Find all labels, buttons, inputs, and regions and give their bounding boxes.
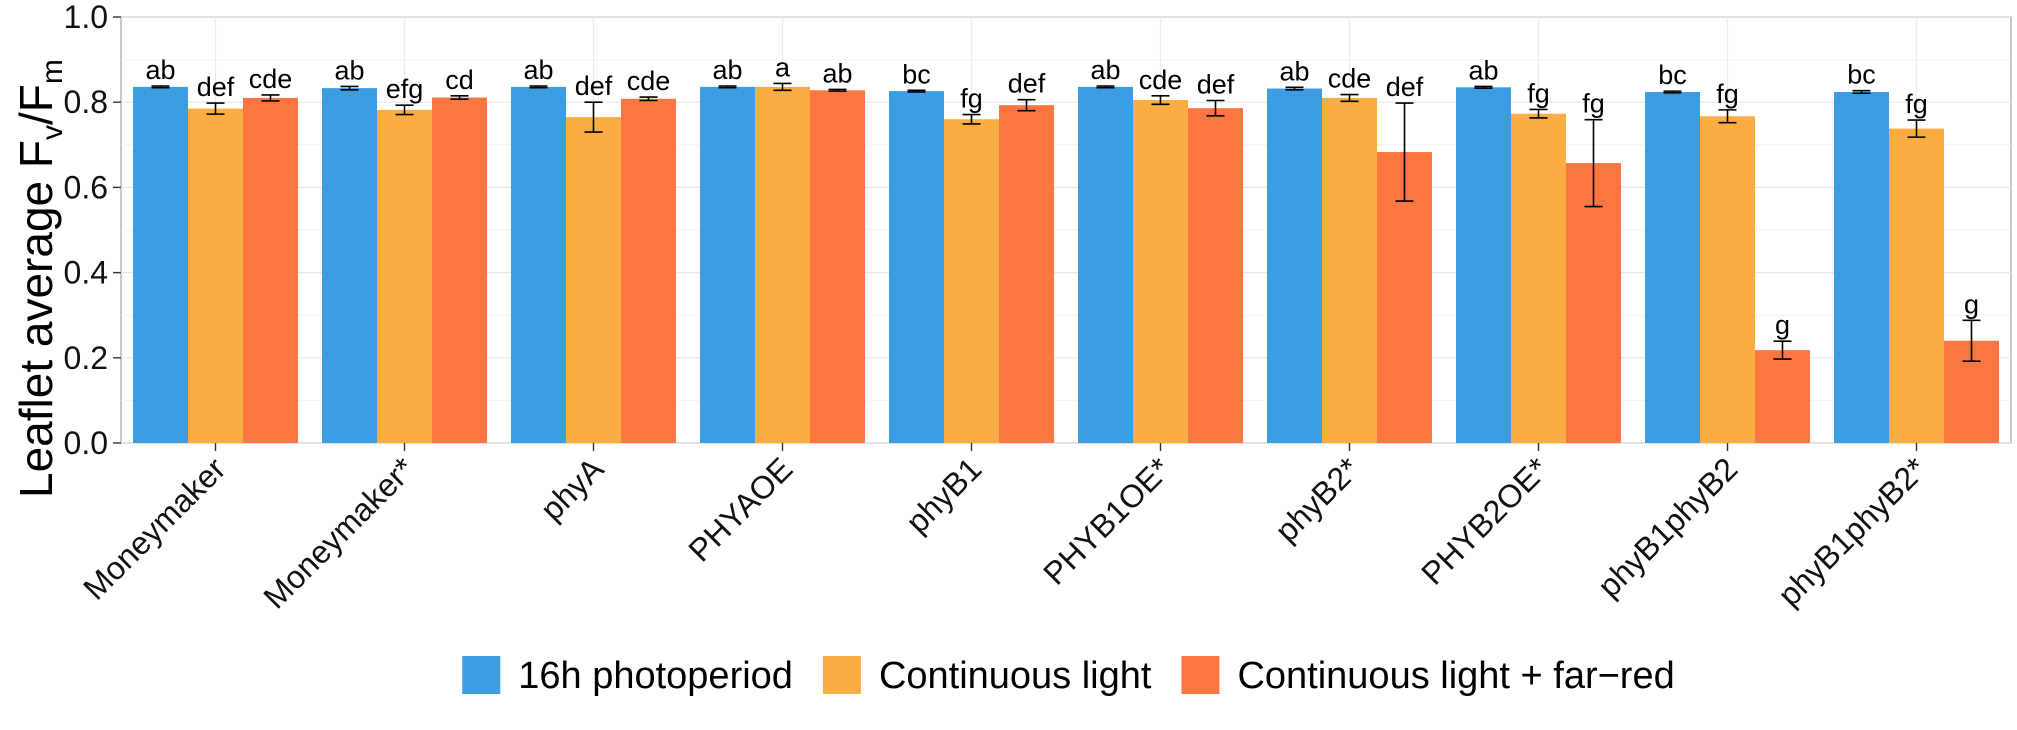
significance-label: bc <box>1658 60 1687 90</box>
bar <box>1133 100 1188 443</box>
y-tick-label: 0.8 <box>64 84 108 120</box>
bar <box>1322 97 1377 443</box>
y-axis-label-prefix: Leaflet average <box>10 168 62 498</box>
significance-label: ab <box>712 55 742 85</box>
legend: 16h photoperiod Continuous light Continuou… <box>462 655 1675 697</box>
significance-label: fg <box>1527 78 1550 108</box>
x-tick-label: Moneymaker* <box>256 450 421 615</box>
bar <box>1645 91 1700 443</box>
significance-label: efg <box>386 74 424 104</box>
bar <box>1700 116 1755 444</box>
legend-swatch <box>462 656 501 694</box>
significance-label: fg <box>1582 89 1605 119</box>
significance-label: g <box>1775 310 1790 340</box>
bar <box>566 117 621 444</box>
legend-label: 16h photoperiod <box>518 655 793 697</box>
bar <box>621 98 676 444</box>
x-tick-label: PHYB1OE* <box>1036 450 1177 591</box>
y-tick-label: 0.0 <box>64 425 108 461</box>
bar <box>1456 87 1511 443</box>
y-axis-label-fm-sub: m <box>36 59 69 84</box>
y-axis: 0.0 0.2 0.4 0.6 0.8 1.0 <box>64 0 121 461</box>
bar <box>944 119 999 444</box>
significance-label: cde <box>249 64 293 94</box>
x-tick-label: phyA <box>533 450 610 527</box>
error-bars <box>151 82 1981 363</box>
significance-label: cde <box>1328 64 1372 94</box>
y-tick-label: 1.0 <box>64 0 108 35</box>
y-tick-label: 0.6 <box>64 169 108 205</box>
significance-label: ab <box>822 58 852 88</box>
x-tick-label: phyB1phyB2 <box>1591 450 1745 604</box>
bar <box>700 86 755 443</box>
bar <box>810 90 865 443</box>
significance-label: cde <box>1139 65 1183 95</box>
x-tick-label: phyB2* <box>1268 450 1366 548</box>
x-tick-label: PHYB2OE* <box>1414 450 1555 591</box>
significance-label: fg <box>960 84 983 114</box>
significance-label: a <box>775 52 791 82</box>
significance-label: ab <box>334 55 364 85</box>
significance-label: ab <box>1279 56 1309 86</box>
y-axis-label-fm: F <box>10 84 62 112</box>
significance-label: g <box>1964 289 1979 319</box>
y-axis-label-fv-sub: v <box>36 125 69 140</box>
bar <box>1889 128 1944 443</box>
bar <box>322 88 377 443</box>
significance-label: def <box>1386 72 1424 102</box>
significance-label: def <box>1008 69 1046 99</box>
y-axis-label-slash: / <box>10 112 62 125</box>
x-tick-label: phyB1 <box>899 450 989 540</box>
x-tick-label: Moneymaker <box>76 450 232 606</box>
significance-label: bc <box>902 59 931 89</box>
y-tick-label: 0.4 <box>64 255 108 291</box>
significance-labels: ab ab ab ab bc ab ab ab bc bc def efg def a fg cde cde fg… <box>145 52 1979 340</box>
significance-label: def <box>1197 69 1235 99</box>
significance-label: ab <box>1090 55 1120 85</box>
legend-swatch <box>1181 656 1220 694</box>
bar <box>1188 108 1243 443</box>
bar <box>1078 86 1133 443</box>
bar <box>511 86 566 443</box>
y-axis-label: Leaflet average Fv/Fm <box>10 59 69 498</box>
significance-label: ab <box>523 55 553 85</box>
bar <box>1566 163 1621 444</box>
significance-label: def <box>197 72 235 102</box>
x-axis: Moneymaker Moneymaker* phyA PHYAOE phyB1 PHYB… <box>76 443 1933 616</box>
bar <box>999 105 1054 443</box>
bar <box>1834 91 1889 443</box>
bar <box>432 97 487 443</box>
legend-swatch <box>822 656 861 694</box>
significance-label: cde <box>627 66 671 96</box>
legend-label: Continuous light + far−red <box>1237 655 1674 697</box>
significance-label: bc <box>1847 60 1876 90</box>
significance-label: fg <box>1905 89 1928 119</box>
significance-label: ab <box>145 55 175 85</box>
x-tick-label: PHYAOE <box>681 450 799 568</box>
bar <box>889 91 944 444</box>
y-tick-label: 0.2 <box>64 340 108 376</box>
bar <box>243 97 298 443</box>
bar <box>755 86 810 443</box>
x-tick-label: phyB1phyB2* <box>1771 450 1934 613</box>
legend-label: Continuous light <box>879 655 1152 697</box>
significance-label: ab <box>1468 55 1498 85</box>
bar <box>1511 113 1566 444</box>
bar <box>1755 350 1810 443</box>
bars <box>133 86 1999 444</box>
y-axis-label-fv: F <box>10 140 62 168</box>
bar <box>133 86 188 443</box>
significance-label: fg <box>1716 79 1739 109</box>
bar <box>377 109 432 444</box>
bar <box>1267 88 1322 444</box>
bar <box>188 108 243 443</box>
significance-label: cd <box>445 65 474 95</box>
significance-label: def <box>575 71 613 101</box>
